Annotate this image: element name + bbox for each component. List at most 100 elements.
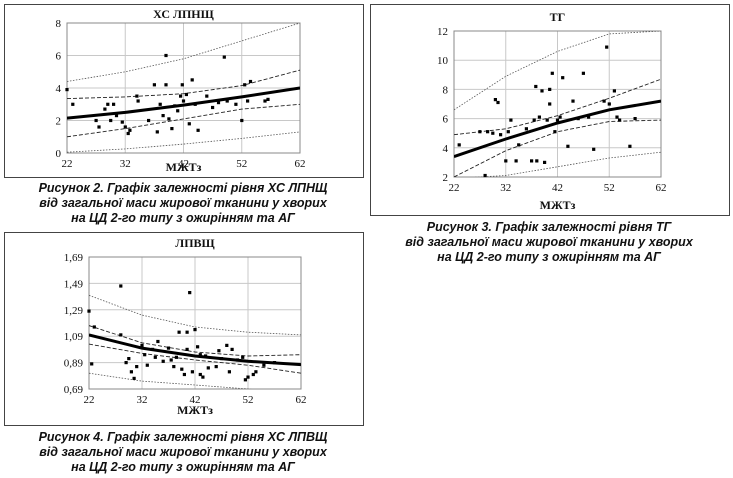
data-point (478, 130, 482, 134)
chart-title: ЛПВЩ (175, 236, 215, 250)
data-point (504, 159, 508, 163)
y-tick-label: 1,69 (64, 252, 84, 264)
chart-panel-hdl: 0,69 0,89 1,09 1,29 1,49 1,69 22 32 42 52 62 ЛПВЩ МЖ… (4, 232, 364, 426)
data-point (240, 118, 244, 123)
chart-tg: 2 4 6 8 10 12 22 32 42 52 62 ТГ МЖТз (437, 10, 667, 212)
data-point (558, 115, 562, 119)
chart-lpvshch: 0,69 0,89 1,09 1,29 1,49 1,69 22 32 42 52 62 ЛПВЩ МЖ… (64, 236, 307, 417)
y-tick-label: 1,09 (64, 331, 84, 343)
y-tick-label: 4 (443, 143, 449, 155)
data-point (181, 99, 186, 103)
x-tick-label: 62 (296, 394, 307, 406)
data-point (266, 97, 270, 101)
x-axis-label: МЖТз (166, 160, 202, 174)
chart-panel-tg: 2 4 6 8 10 12 22 32 42 52 62 ТГ МЖТз (370, 4, 730, 216)
data-point (193, 328, 197, 332)
data-point (182, 372, 186, 377)
data-point (161, 114, 165, 118)
data-point (187, 122, 191, 126)
data-point (129, 370, 133, 374)
data-point (587, 115, 591, 119)
data-point (225, 99, 229, 103)
data-point (248, 79, 253, 84)
confidence-band-upper (454, 78, 661, 136)
data-point (225, 343, 229, 347)
data-point (176, 109, 180, 113)
data-point (230, 347, 234, 351)
x-tick-label: 52 (236, 158, 247, 170)
plot-area-frame (88, 256, 302, 390)
data-point (198, 372, 202, 377)
data-point (114, 114, 119, 118)
data-point (87, 309, 91, 313)
data-point (618, 118, 622, 122)
data-point (166, 346, 171, 350)
data-point (205, 94, 209, 98)
data-point (167, 117, 171, 121)
data-point (106, 102, 110, 106)
y-tick-label: 0 (56, 148, 62, 160)
curves-group (454, 31, 661, 177)
data-point (172, 365, 176, 369)
data-point (555, 118, 560, 122)
data-point (119, 284, 123, 288)
data-point (550, 71, 554, 75)
data-point (222, 55, 226, 59)
curves-group (67, 23, 300, 153)
data-point (196, 128, 200, 132)
regression-trend-line (454, 99, 661, 159)
x-tick-label: 62 (656, 182, 667, 194)
data-point (135, 94, 139, 98)
data-point (155, 130, 159, 134)
data-point (607, 102, 611, 106)
data-point (196, 345, 200, 349)
data-point (132, 376, 136, 380)
plot-area-frame (453, 30, 662, 178)
data-point (103, 107, 107, 111)
data-point (185, 347, 189, 351)
data-point (184, 92, 188, 97)
x-tick-label: 42 (552, 182, 563, 194)
data-point (206, 366, 210, 370)
data-point (217, 349, 221, 353)
caption-line: на ЦД 2-го типу з ожирінням та АГ (71, 211, 295, 225)
data-point (170, 127, 174, 131)
caption-line: Рисунок 2. Графік залежності рівня ХС ЛП… (38, 181, 328, 195)
data-point (185, 330, 189, 334)
data-point (530, 159, 534, 163)
data-point (545, 118, 549, 122)
confidence-band-upper (67, 69, 300, 100)
caption-line: від загальної маси жирової тканини у хво… (39, 196, 327, 210)
y-tick-label: 2 (443, 172, 449, 184)
data-point (152, 83, 156, 87)
confidence-band-upper (89, 325, 301, 357)
data-point (90, 362, 94, 366)
data-point (540, 89, 544, 93)
x-tick-label: 42 (178, 158, 189, 170)
x-axis-label: МЖТз (540, 198, 576, 212)
data-point (535, 159, 539, 163)
caption-figure-4: Рисунок 4. Графік залежності рівня ХС ЛП… (4, 430, 362, 475)
prediction-band-lower (472, 151, 661, 177)
data-point (219, 357, 224, 361)
data-point (496, 100, 500, 105)
y-tick-label: 6 (56, 51, 62, 63)
data-point (227, 370, 231, 374)
data-point (254, 370, 258, 374)
caption-line: на ЦД 2-го типу з ожирінням та АГ (71, 460, 295, 474)
data-point (235, 358, 239, 362)
data-point (65, 88, 69, 92)
caption-line: на ЦД 2-го типу з ожирінням та АГ (437, 250, 661, 264)
data-point (532, 118, 536, 122)
x-tick-label: 52 (604, 182, 615, 194)
caption-line: від загальної маси жирової тканини у хво… (39, 445, 327, 459)
data-point (493, 98, 497, 102)
data-point (127, 357, 131, 361)
x-tick-label: 32 (120, 158, 131, 170)
data-point (234, 102, 238, 106)
data-point (548, 102, 552, 106)
data-point (491, 131, 495, 135)
chart-hs-lpnshch: 0 2 4 6 8 22 32 42 52 62 ХС ЛПНЩ МЖТз (56, 7, 306, 174)
data-point (156, 339, 160, 344)
data-point (612, 89, 616, 93)
